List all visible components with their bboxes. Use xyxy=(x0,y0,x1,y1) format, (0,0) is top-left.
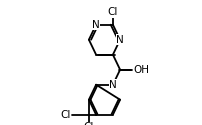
Text: N: N xyxy=(108,80,116,90)
Text: N: N xyxy=(116,35,123,45)
Text: Cl: Cl xyxy=(107,7,118,17)
Text: Cl: Cl xyxy=(60,110,70,120)
Text: OH: OH xyxy=(133,65,148,75)
Text: Cl: Cl xyxy=(83,122,94,125)
Text: N: N xyxy=(92,20,99,30)
